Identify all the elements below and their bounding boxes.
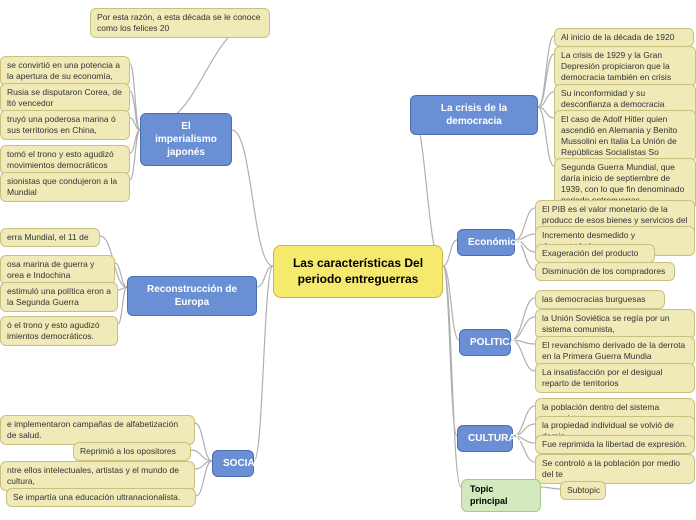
center-node[interactable]: Las características Del periodo entregue… [273, 245, 443, 298]
leaf-social-3: Se impartía una educación ultranacionali… [6, 488, 196, 507]
leaf-cultural-2: Fue reprimida la libertad de expresión. [535, 435, 695, 454]
branch-cultural[interactable]: CULTURAL [457, 425, 513, 452]
branch-imperialismo[interactable]: El imperialismo japonés [140, 113, 232, 166]
leaf-imperialismo-4: tomó el trono y esto agudizó movimientos… [0, 145, 130, 175]
leaf-reconstruccion-3: ó el trono y esto agudizó imientos democ… [0, 316, 118, 346]
leaf-imperialismo-1: se convirtió en una potencia a la apertu… [0, 56, 130, 86]
leaf-economica-3: Disminución de los compradores [535, 262, 675, 281]
branch-reconstruccion[interactable]: Reconstrucción de Europa [127, 276, 257, 316]
leaf-reconstruccion-0: erra Mundial, el 11 de [0, 228, 100, 247]
leaf-social-1: Reprimió a los opositores [73, 442, 191, 461]
leaf-imperialismo-0: Por esta razón, a esta década se le cono… [90, 8, 270, 38]
branch-social[interactable]: SOCIAL [212, 450, 254, 477]
topic-principal[interactable]: Topic principal [461, 479, 541, 512]
leaf-politica-0: las democracias burguesas [535, 290, 665, 309]
leaf-crisis-1: La crisis de 1929 y la Gran Depresión pr… [554, 46, 696, 87]
leaf-politica-2: El revanchismo derivado de la derrota en… [535, 336, 695, 366]
leaf-crisis-3: El caso de Adolf Hitler quien ascendió e… [554, 110, 696, 162]
leaf-cultural-3: Se controló a la población por medio del… [535, 454, 695, 484]
leaf-topic-0: Subtopic [560, 481, 606, 500]
leaf-reconstruccion-2: estimuló una política eron a la Segunda … [0, 282, 118, 312]
leaf-imperialismo-3: truyó una poderosa marina ó sus territor… [0, 110, 130, 140]
branch-economica[interactable]: Económica [457, 229, 515, 256]
leaf-social-2: ntre ellos intelectuales, artistas y el … [0, 461, 195, 491]
leaf-economica-2: Exageración del producto [535, 244, 655, 263]
leaf-politica-1: la Unión Soviética se regía por un siste… [535, 309, 695, 339]
leaf-reconstruccion-1: osa marina de guerra y orea e Indochina [0, 255, 115, 285]
leaf-imperialismo-5: sionistas que condujeron a la Mundial [0, 172, 130, 202]
branch-crisis[interactable]: La crisis de la democracia [410, 95, 538, 135]
branch-politica[interactable]: POLITICA [459, 329, 511, 356]
leaf-social-0: e implementaron campañas de alfabetizaci… [0, 415, 195, 445]
leaf-crisis-0: Al inicio de la década de 1920 [554, 28, 694, 47]
leaf-imperialismo-2: Rusia se disputaron Corea, de ltó venced… [0, 83, 130, 113]
leaf-politica-3: La insatisfacción por el desigual repart… [535, 363, 695, 393]
